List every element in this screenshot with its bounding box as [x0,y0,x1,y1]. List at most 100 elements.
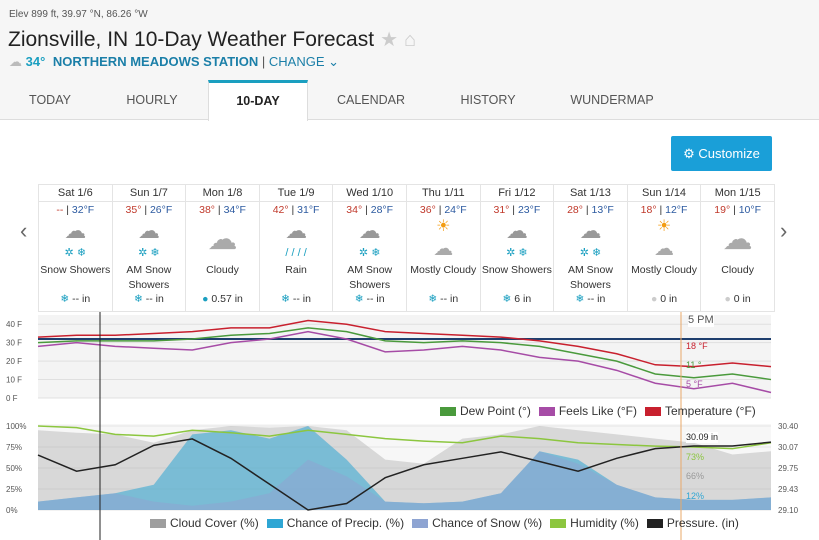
snowflake-icon: ❄ [60,293,70,305]
day-card[interactable]: Fri 1/12 31° | 23°F ☁ ✲ ❄ Snow Showers ❄ … [480,185,555,311]
temp-legend: Dew Point (°) Feels Like (°F) Temperatur… [440,404,756,418]
tab-today[interactable]: TODAY [29,93,71,107]
legend-precip[interactable]: Chance of Precip. (%) [266,516,404,530]
drop-icon: ● [650,293,658,305]
legend-dew[interactable]: Dew Point (°) [440,404,531,418]
hi-lo: 38° | 34°F [199,204,246,216]
precip-amount: ● 0 in [628,293,701,306]
cursor-precip: 12% [686,491,705,501]
y2-tick-label: 29.75 [778,464,799,473]
prev-arrow-icon[interactable]: ‹ [20,218,28,243]
home-icon[interactable]: ⌂ [404,29,417,51]
drop-icon: ● [724,293,731,305]
low-temp: 23°F [517,204,541,216]
hi-lo: -- | 32°F [56,204,95,216]
tab-history[interactable]: HISTORY [460,93,516,107]
y-tick-label: 20 F [6,357,22,366]
customize-button[interactable]: ⚙ Customize [671,136,772,171]
day-card[interactable]: Tue 1/9 42° | 31°F ☁ / / / / Rain ❄ -- in [259,185,334,311]
legend-temp[interactable]: Temperature (°F) [644,404,756,418]
condition: AM Snow Showers [567,264,613,291]
day-cards: Sat 1/6 -- | 32°F ☁ ✲ ❄ Snow Showers ❄ --… [38,184,775,312]
star-icon[interactable]: ★ [380,29,399,51]
snowflake-icon: ❄ [575,293,585,305]
precip-amount: ❄ -- in [39,293,112,306]
day-name: Mon 1/8 [186,185,259,202]
low-temp: 13°F [591,204,614,216]
chevron-down-icon[interactable]: ⌄ [328,54,340,69]
cloudy-icon: ☁ [207,223,238,256]
y-tick-label: 0 F [6,394,18,403]
snowflake-icon: ❄ [354,293,364,305]
tab-calendar[interactable]: CALENDAR [336,93,406,107]
day-name: Sun 1/14 [627,185,701,202]
precip-value: 0.57 in [211,293,243,305]
tab-hourly[interactable]: HOURLY [126,93,178,107]
tab-10-day[interactable]: 10-DAY [208,80,308,121]
legend-humidity[interactable]: Humidity (%) [550,516,639,530]
y-tick-label: 10 F [6,376,22,385]
day-name: Thu 1/11 [406,185,480,202]
change-station-link[interactable]: CHANGE [268,54,325,69]
condition: Mostly Cloudy [410,264,477,276]
snowflake-icon: ❄ [133,293,143,305]
humidity-line [37,425,772,450]
low-temp: 28°F [370,204,394,216]
high-temp: 36° [419,204,436,216]
tab-bar: TODAY HOURLY 10-DAY CALENDAR HISTORY WUN… [0,80,819,121]
mostly-cloudy-icon: ☀ ☁ [654,218,675,260]
day-card[interactable]: Wed 1/10 34° | 28°F ☁ ✲ ❄ AM Snow Showers… [333,185,407,311]
high-temp: 31° [493,204,510,216]
day-card[interactable]: Sun 1/14 18° | 12°F ☀ ☁ Mostly Cloudy ● 0… [627,185,702,311]
hi-lo: 34° | 28°F [346,204,394,216]
precip-value: -- in [440,293,459,305]
precip-amount: ❄ -- in [554,293,627,306]
condition: Snow Showers [40,264,111,276]
day-card[interactable]: Mon 1/15 19° | 10°F ☁ Cloudy ● 0 in [701,185,774,311]
series-line-dew [37,327,772,381]
low-temp: 26°F [149,204,173,216]
high-temp: 28° [567,204,583,216]
legend-feels[interactable]: Feels Like (°F) [538,404,637,418]
precip-legend: Cloud Cover (%) Chance of Precip. (%) Ch… [150,516,739,530]
mostly-cloudy-icon: ☀ ☁ [433,218,454,260]
high-temp: 18° [640,204,657,216]
hi-lo: 42° | 31°F [272,204,320,216]
precip-value: -- in [145,293,164,305]
y-tick-label: 0% [6,506,18,515]
station-name[interactable]: NORTHERN MEADOWS STATION [52,54,259,69]
day-card[interactable]: Sat 1/13 28° | 13°F ☁ ✲ ❄ AM Snow Showers… [554,185,628,311]
high-temp: 34° [346,204,363,216]
separator: | [261,54,266,69]
elevation-text: Elev 899 ft, 39.97 °N, 86.26 °W [9,9,148,20]
condition: Mostly Cloudy [631,264,698,276]
next-arrow-icon[interactable]: › [780,218,788,243]
snow-showers-icon: ☁ ✲ ❄ [505,218,528,259]
y2-tick-label: 29.10 [778,506,799,515]
day-card[interactable]: Thu 1/11 36° | 24°F ☀ ☁ Mostly Cloudy ❄ -… [406,185,481,311]
day-card[interactable]: Sat 1/6 -- | 32°F ☁ ✲ ❄ Snow Showers ❄ --… [39,185,113,311]
precip-amount: ❄ -- in [113,293,186,306]
precip-value: 0 in [660,293,678,305]
cloud-icon: ☁ [9,54,22,69]
legend-snow[interactable]: Chance of Snow (%) [412,516,542,530]
day-name: Wed 1/10 [333,185,406,202]
day-card[interactable]: Sun 1/7 35° | 26°F ☁ ✲ ❄ AM Snow Showers … [112,185,187,311]
legend-cloud[interactable]: Cloud Cover (%) [150,516,259,530]
precip-amount: ❄ 6 in [481,293,554,306]
day-card[interactable]: Mon 1/8 38° | 34°F ☁ Cloudy ● 0.57 in [186,185,260,311]
precip-value: -- in [587,293,606,305]
legend-pressure[interactable]: Pressure. (in) [646,516,739,530]
page-title: Zionsville, IN 10-Day Weather Forecast ★ ⌂ [8,27,416,52]
area-chance [38,451,771,510]
y2-tick-label: 30.40 [778,422,799,431]
tab-wundermap[interactable]: WUNDERMAP [570,93,654,107]
cursor-pressure: 30.09 in [686,432,719,443]
hi-lo: 28° | 13°F [567,204,614,216]
hi-lo: 19° | 10°F [714,204,762,216]
precip-value: -- in [72,293,91,305]
hi-lo: 31° | 23°F [493,204,541,216]
series-line-temperature [37,319,772,368]
low-temp: 24°F [444,204,467,216]
snowflake-icon: ❄ [281,293,290,305]
